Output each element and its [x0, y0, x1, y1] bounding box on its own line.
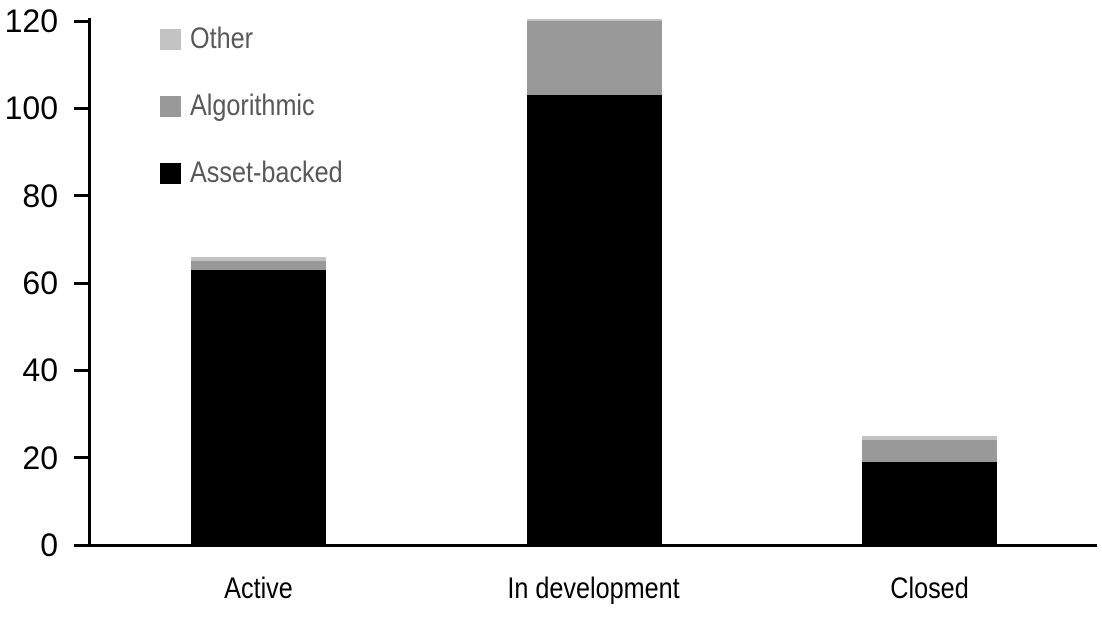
y-tick-120 — [74, 20, 91, 23]
legend-label-asset-backed: Asset-backed — [190, 156, 343, 189]
legend-swatch-algorithmic — [160, 95, 181, 117]
legend-swatch-other — [160, 28, 181, 50]
bar-segment-closed-other — [862, 436, 997, 440]
x-category-label-active: Active — [224, 572, 293, 605]
bar-segment-closed-algorithmic — [862, 440, 997, 462]
legend-item-asset-backed: Asset-backed — [160, 158, 372, 188]
y-tick-20 — [74, 456, 91, 459]
y-tick-0 — [74, 544, 91, 547]
x-category-label-closed: Closed — [890, 572, 969, 605]
y-tick-label-60: 60 — [22, 265, 58, 301]
bar-segment-active-asset-backed — [191, 270, 326, 545]
y-tick-80 — [74, 194, 91, 197]
y-tick-label-0: 0 — [40, 527, 58, 563]
legend-item-other: Other — [160, 24, 265, 54]
bar-segment-active-algorithmic — [191, 261, 326, 270]
y-tick-label-120: 120 — [4, 3, 58, 39]
legend-label-other: Other — [190, 22, 254, 55]
legend-label-algorithmic: Algorithmic — [190, 89, 315, 122]
legend-item-algorithmic: Algorithmic — [160, 91, 338, 121]
y-tick-60 — [74, 282, 91, 285]
x-category-label-in-development: In development — [507, 572, 680, 605]
y-tick-label-40: 40 — [22, 352, 58, 388]
bar-segment-in-development-other — [527, 19, 662, 21]
y-tick-label-80: 80 — [22, 178, 58, 214]
legend-swatch-asset-backed — [160, 162, 181, 184]
bar-segment-in-development-asset-backed — [527, 95, 662, 545]
y-tick-100 — [74, 107, 91, 110]
x-axis-line — [74, 544, 1097, 547]
bar-segment-closed-asset-backed — [862, 462, 997, 545]
y-tick-label-100: 100 — [4, 90, 58, 126]
y-tick-40 — [74, 369, 91, 372]
bar-segment-active-other — [191, 257, 326, 261]
bar-segment-in-development-algorithmic — [527, 21, 662, 95]
y-tick-label-20: 20 — [22, 440, 58, 476]
